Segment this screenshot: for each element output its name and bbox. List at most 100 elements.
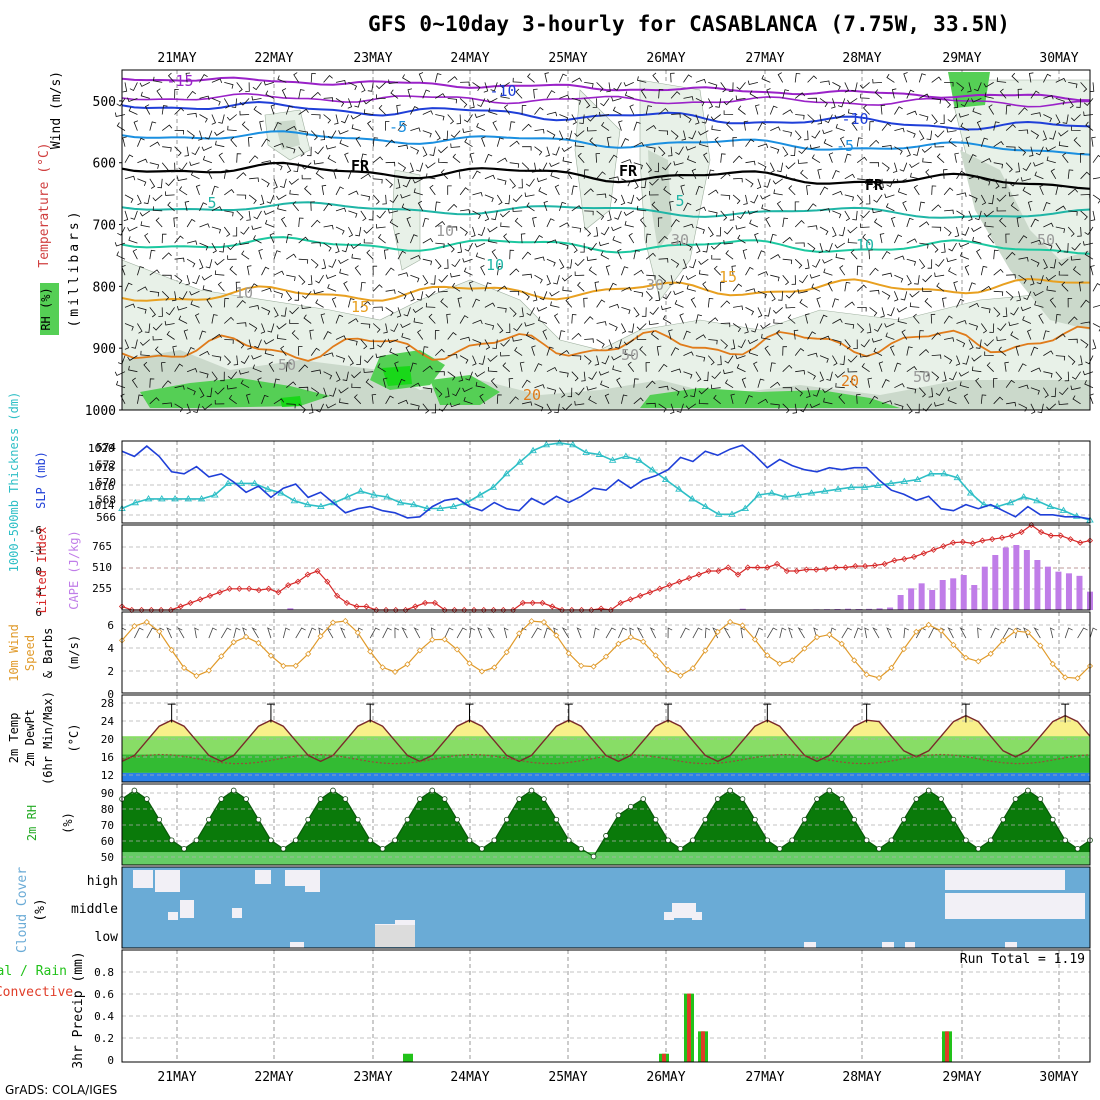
wind-barb — [521, 105, 527, 115]
wind-barb — [185, 72, 191, 83]
thickness-point — [1046, 502, 1055, 510]
wind-barb — [1080, 82, 1088, 93]
wind-barb — [583, 297, 588, 308]
wind-barb — [807, 75, 817, 83]
lifted-index-point — [979, 537, 986, 544]
wind-barb — [881, 122, 892, 131]
wind-barb — [891, 88, 897, 99]
wind-barb — [839, 265, 846, 276]
wind-barb — [1043, 387, 1049, 398]
wind10-point — [1012, 627, 1019, 635]
wind-barb — [645, 291, 653, 301]
wind10-barb — [872, 627, 880, 639]
wind-barb — [331, 297, 337, 308]
thickness-point — [728, 510, 736, 517]
wind-barb — [782, 346, 788, 356]
wind10-barb — [469, 627, 476, 639]
wind-barb — [588, 266, 597, 276]
wind-barb — [545, 146, 551, 157]
wind-barb — [595, 153, 601, 163]
wind-barb — [422, 130, 432, 138]
wind-barb — [589, 137, 597, 147]
wind-barb — [894, 234, 903, 244]
wind-barb — [1058, 130, 1069, 137]
wind10-barb — [531, 627, 542, 639]
wind10-barb — [740, 627, 746, 639]
wind-barb — [321, 259, 327, 270]
wind-barb — [724, 355, 734, 364]
wind-barb — [675, 170, 684, 180]
wind-barb — [484, 323, 495, 330]
temp-tick: 16 — [101, 751, 114, 764]
wind-barb — [940, 114, 945, 124]
wind-barb — [583, 98, 591, 109]
wind-barb — [464, 242, 473, 252]
wind-barb — [968, 282, 976, 292]
temp-band-green2 — [122, 754, 1090, 773]
lifted-index-point — [774, 560, 781, 568]
wind-barb — [246, 393, 251, 404]
wind10-barb — [487, 627, 495, 639]
wind-barb — [227, 242, 237, 251]
wind-barb — [600, 226, 610, 236]
wind-barb — [633, 249, 640, 260]
wind-barb — [621, 159, 632, 164]
wind-barb — [224, 316, 234, 324]
wind-barb — [149, 307, 156, 318]
wind-barb — [946, 128, 957, 133]
cloud-gap — [672, 903, 696, 918]
wind-barb — [958, 113, 970, 118]
wind-barb — [641, 307, 647, 317]
wind10-barb — [947, 627, 954, 639]
thickness-point — [277, 489, 285, 496]
wind-barb — [587, 126, 597, 132]
wind-barb — [797, 159, 808, 164]
wind-barb — [856, 284, 867, 292]
wind-barb — [708, 82, 718, 90]
wind-barb — [1071, 371, 1081, 380]
rh2m-point — [752, 816, 758, 823]
wind-barb — [674, 300, 684, 308]
wind-barb — [310, 130, 318, 141]
wind-barb — [199, 387, 205, 398]
wind-barb — [515, 88, 523, 99]
wind-barb — [947, 114, 957, 123]
wind-barb — [251, 355, 262, 360]
thickness-tick: 566 — [96, 511, 116, 524]
wind-barb — [402, 178, 411, 188]
wind-barb — [546, 218, 555, 228]
wind-barb — [1026, 329, 1032, 340]
isotherm-label: 10 — [486, 256, 504, 274]
wind-barb — [729, 210, 735, 221]
wind-barb — [868, 249, 873, 260]
wind-barb — [571, 205, 582, 212]
wind-barb — [383, 323, 388, 334]
wind-barb — [909, 290, 920, 298]
lifted-index-point — [236, 585, 243, 592]
wind-barb — [261, 160, 272, 165]
thickness-point — [622, 452, 630, 459]
wind-barb — [794, 201, 800, 211]
wind-barb — [559, 371, 569, 378]
wind-barb — [885, 203, 895, 212]
wind10-point — [590, 663, 597, 670]
wind10-barb — [456, 627, 467, 639]
wind-barb — [1046, 156, 1056, 164]
cloud-fill — [122, 867, 1090, 948]
wind-barb — [449, 402, 461, 408]
rh2m-point — [739, 796, 746, 802]
wind-barb — [819, 186, 829, 196]
wind-barb — [122, 82, 128, 93]
rh2m-point — [565, 837, 572, 844]
wind-barb — [1067, 226, 1075, 237]
pressure-tick: 700 — [93, 219, 116, 234]
wind-barb — [594, 355, 600, 366]
wind-barb — [410, 254, 421, 260]
wind-barb — [1034, 171, 1044, 180]
wind-barb — [273, 378, 280, 388]
wind-barb — [227, 255, 237, 260]
wind-barb — [960, 122, 970, 131]
wind-barb — [861, 363, 870, 373]
wind-barb — [373, 178, 383, 184]
rh2m-tick: 90 — [101, 787, 114, 800]
